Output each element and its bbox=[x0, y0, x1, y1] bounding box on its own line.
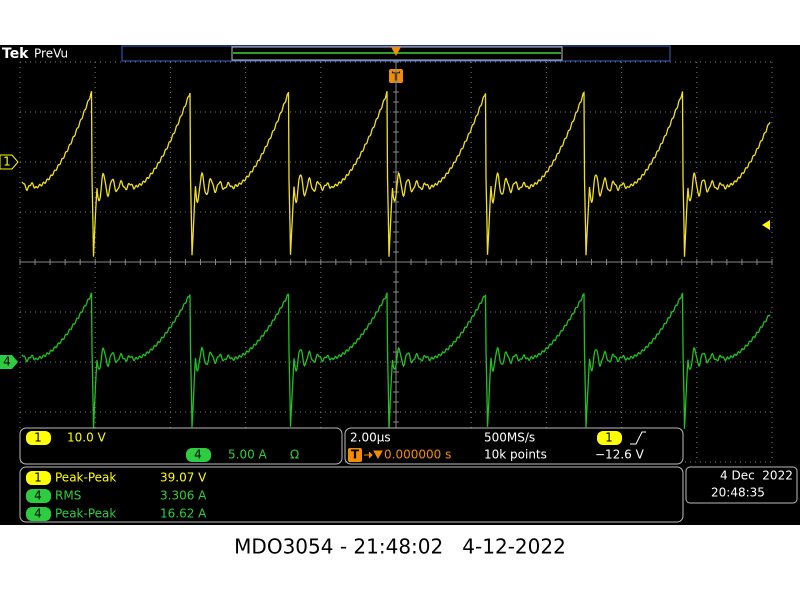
ch1-badge-bg bbox=[26, 431, 51, 445]
date: 4 Dec 2022 bbox=[720, 469, 793, 483]
record-bar bbox=[121, 45, 671, 62]
timebase: 2.00µs bbox=[350, 431, 391, 445]
caption: MDO3054 - 21:48:02 4-12-2022 bbox=[234, 535, 566, 559]
sample-rate: 500MS/s bbox=[484, 431, 535, 445]
measurement-channel: 4 bbox=[34, 507, 42, 521]
vertical-panel bbox=[19, 427, 343, 465]
measurement-value: 3.306 A bbox=[160, 489, 207, 503]
trigger-source-bg bbox=[597, 431, 622, 445]
ch4-scale: 5.00 A bbox=[228, 448, 268, 462]
measurement-name: Peak-Peak bbox=[55, 507, 116, 521]
time: 20:48:35 bbox=[711, 486, 765, 500]
measurement-name: RMS bbox=[55, 489, 81, 503]
record-length: 10k points bbox=[484, 448, 547, 462]
trigger-slope-icon bbox=[630, 431, 646, 445]
measurement-channel: 4 bbox=[34, 489, 42, 503]
ch4-badge-bg bbox=[186, 448, 211, 462]
ch4-marker-shape bbox=[0, 355, 18, 369]
datetime-panel bbox=[685, 466, 798, 504]
trigger-position-marker bbox=[391, 47, 401, 56]
trigger-badge: T bbox=[351, 448, 360, 462]
trigger-position: 0.000000 s bbox=[384, 448, 451, 462]
measurement-panel bbox=[19, 466, 684, 523]
ch1-scale: 10.0 V bbox=[67, 431, 107, 445]
measurement-badge-bg bbox=[26, 471, 51, 485]
measurements: 1 Peak-Peak 39.07 V 4 RMS 3.306 A 4 Peak-Peak 16… bbox=[26, 471, 207, 521]
measurement-name: Peak-Peak bbox=[55, 471, 116, 485]
trigger-level: −12.6 V bbox=[595, 448, 645, 462]
ch1-marker: 1 bbox=[3, 155, 11, 169]
trigger-source: 1 bbox=[605, 431, 613, 445]
trigger-badge-bg bbox=[348, 448, 362, 462]
ch1-badge: 1 bbox=[34, 431, 42, 445]
measurement-value: 39.07 V bbox=[160, 471, 207, 485]
acq-mode: PreVu bbox=[34, 47, 68, 61]
measurement-badge-bg bbox=[26, 489, 51, 503]
ch4-termination: Ω bbox=[290, 448, 299, 462]
trigger-arrow-icon bbox=[364, 450, 383, 460]
measurement-badge-bg bbox=[26, 507, 51, 521]
ch1-marker-shape bbox=[0, 154, 19, 170]
measurement-value: 16.62 A bbox=[160, 507, 207, 521]
ch1-waveform bbox=[21, 91, 771, 257]
measurement-channel: 1 bbox=[34, 471, 42, 485]
trigger-level-marker bbox=[762, 220, 770, 230]
ch4-waveform bbox=[21, 292, 771, 429]
ch4-marker: 4 bbox=[3, 355, 11, 369]
brand: Tek bbox=[2, 46, 29, 62]
ch4-badge: 4 bbox=[194, 448, 202, 462]
